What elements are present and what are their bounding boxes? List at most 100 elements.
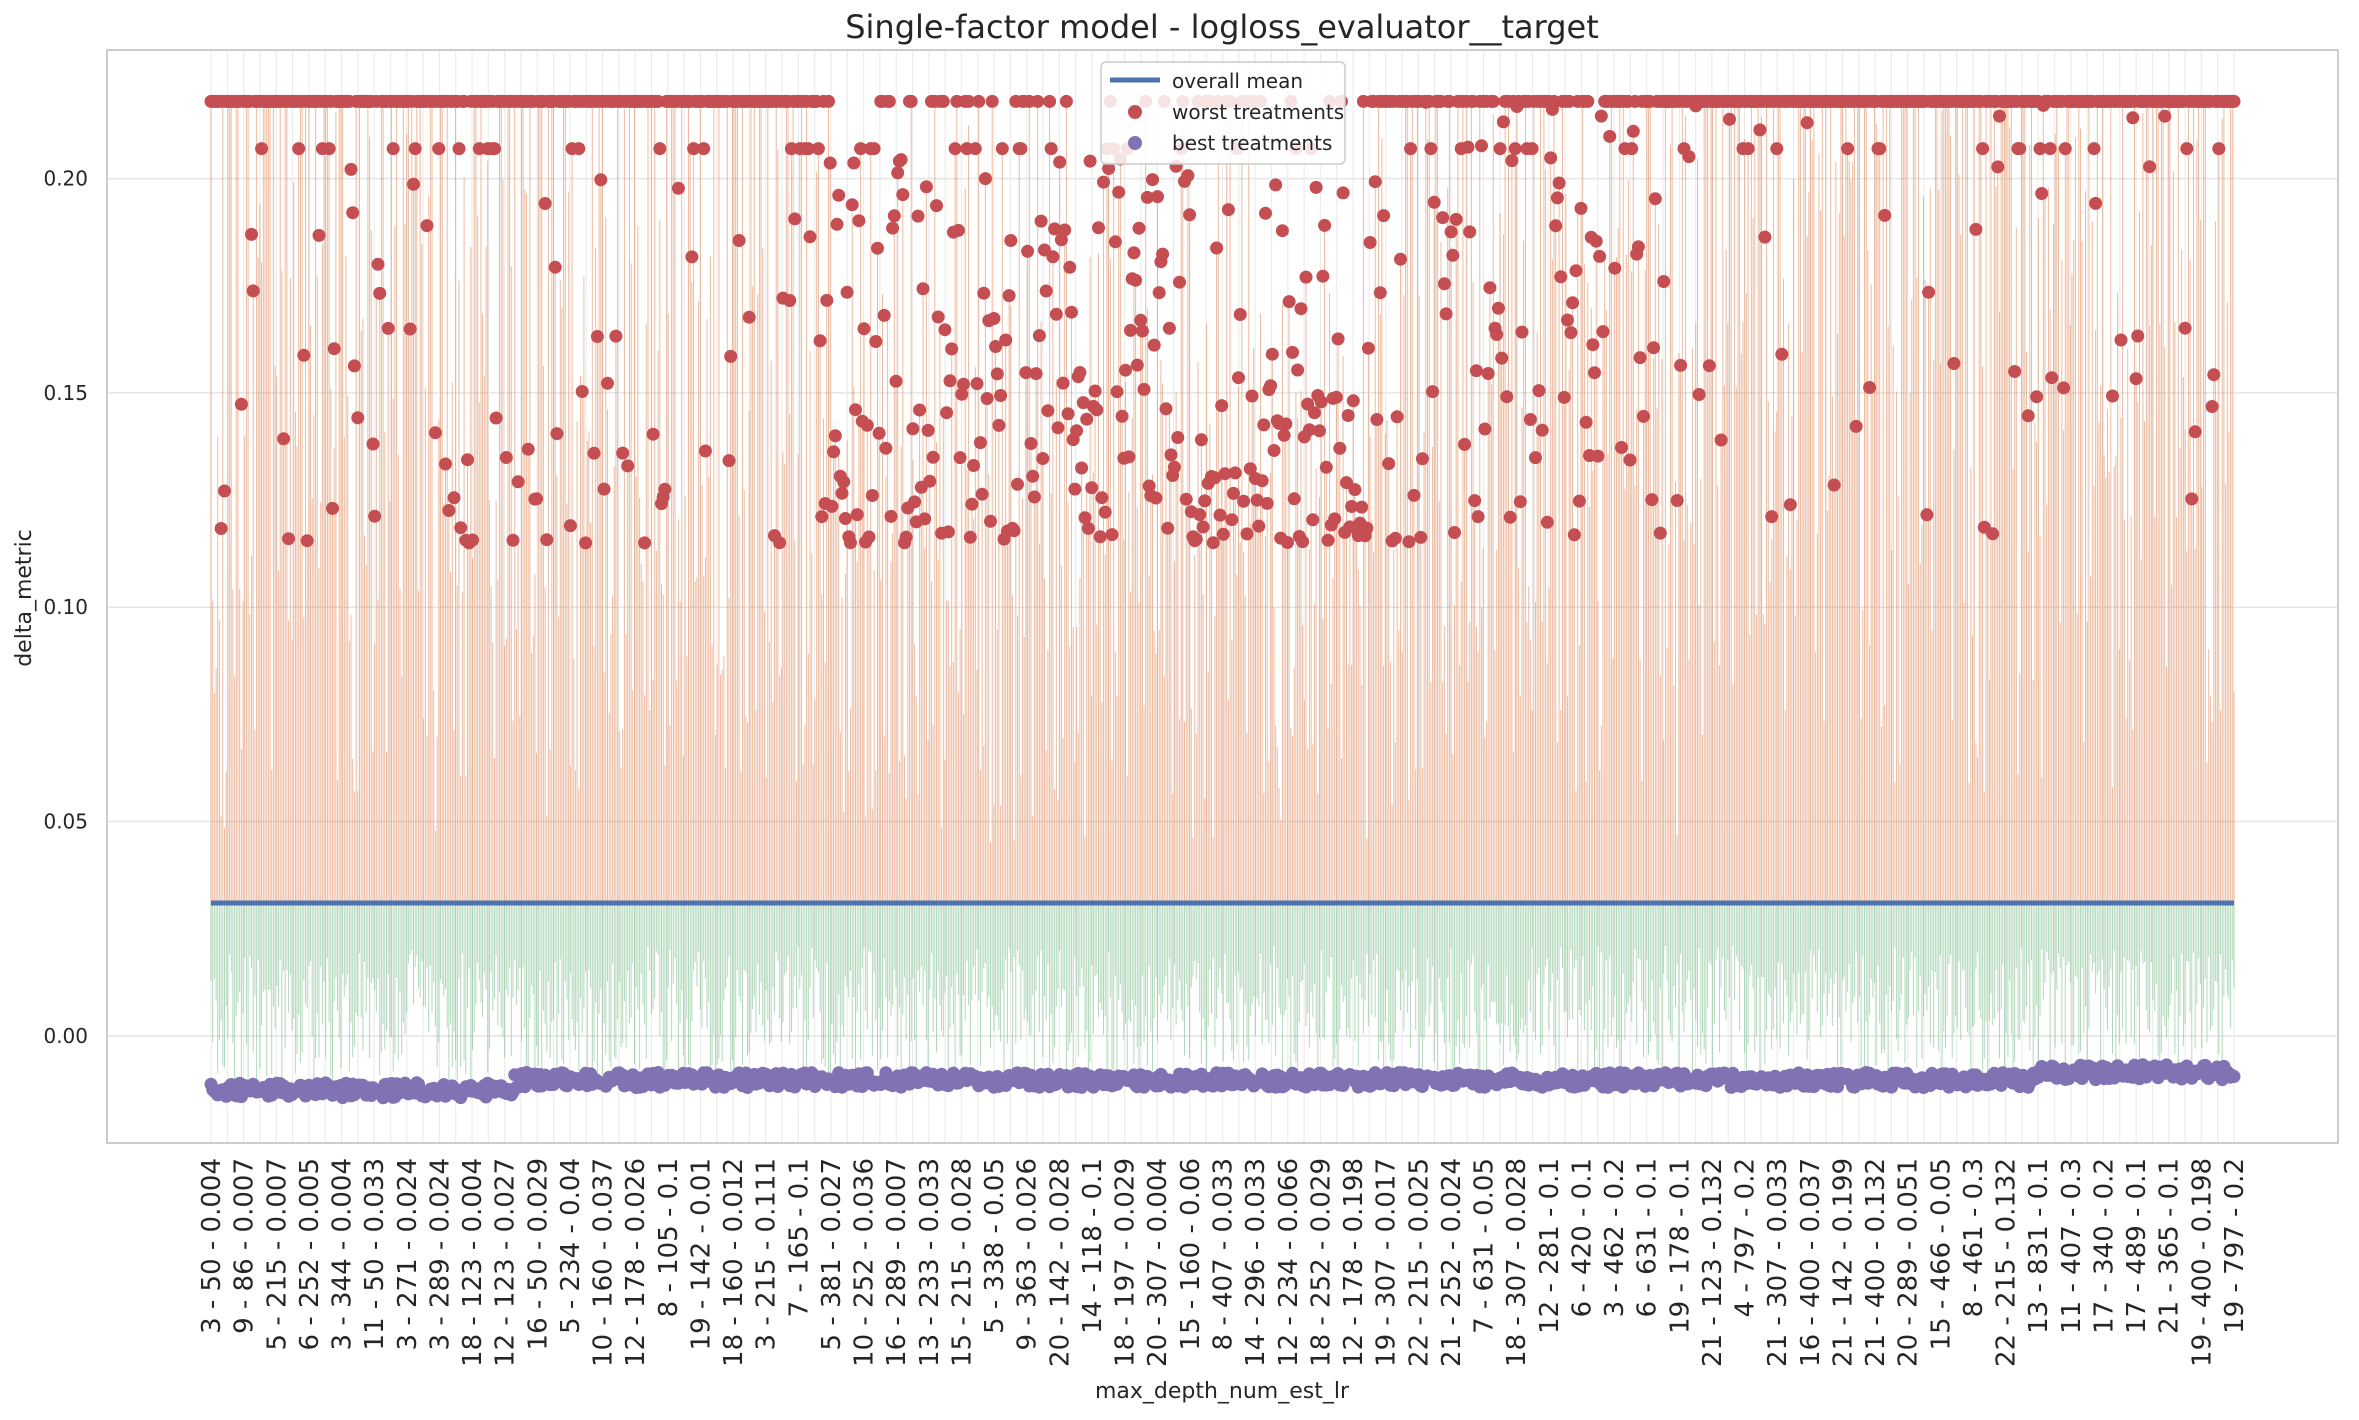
worst-treatment-point — [2126, 111, 2140, 125]
worst-treatment-point — [908, 495, 922, 509]
x-tick-label: 19 - 307 - 0.017 — [1372, 1158, 1402, 1367]
worst-treatment-point — [788, 212, 802, 226]
legend-best-swatch — [1128, 136, 1142, 150]
worst-treatment-point — [1134, 313, 1148, 327]
worst-treatment-point — [886, 221, 900, 235]
worst-treatment-point — [1863, 381, 1877, 394]
y-axis-ticks: 0.00 0.05 0.10 0.15 0.20 — [43, 167, 88, 1048]
worst-treatment-point — [1004, 234, 1018, 247]
treatment-points — [204, 94, 2241, 1105]
worst-treatment-point — [992, 418, 1006, 432]
worst-treatment-point — [1328, 512, 1342, 526]
worst-treatment-point — [1525, 142, 1539, 156]
x-tick-label: 22 - 215 - 0.025 — [1404, 1158, 1434, 1367]
worst-treatment-point — [1615, 441, 1628, 454]
worst-treatment-point — [995, 142, 1009, 156]
x-axis-label: max_depth_num_est_lr — [1095, 1379, 1350, 1404]
worst-treatment-point — [811, 142, 825, 156]
worst-treatment-point — [1849, 419, 1863, 433]
worst-treatment-point — [1549, 219, 1563, 233]
worst-treatment-point — [327, 342, 341, 356]
worst-treatment-point — [1586, 338, 1600, 352]
worst-treatment-point — [1348, 483, 1362, 497]
x-tick-label: 22 - 215 - 0.132 — [1992, 1158, 2022, 1367]
worst-treatment-point — [1377, 209, 1391, 223]
worst-treatment-point — [2045, 371, 2059, 385]
worst-treatment-point — [2212, 142, 2226, 156]
worst-treatment-point — [1216, 527, 1230, 541]
worst-treatment-point — [906, 422, 920, 436]
worst-treatment-point — [871, 241, 884, 255]
worst-treatment-point — [1173, 275, 1186, 289]
worst-treatment-point — [962, 94, 976, 108]
worst-treatment-point — [572, 142, 586, 156]
worst-treatment-point — [1065, 305, 1078, 319]
x-tick-label: 3 - 289 - 0.024 — [425, 1158, 455, 1350]
worst-treatment-point — [1228, 466, 1242, 480]
worst-treatment-point — [1368, 175, 1382, 189]
worst-treatment-point — [1475, 139, 1488, 153]
worst-treatment-point — [985, 94, 999, 108]
x-tick-label: 12 - 178 - 0.198 — [1339, 1158, 1369, 1367]
worst-treatment-point — [1227, 486, 1240, 500]
worst-treatment-point — [386, 142, 400, 156]
worst-treatment-point — [877, 308, 891, 322]
worst-treatment-point — [2008, 365, 2022, 378]
worst-treatment-point — [530, 492, 544, 506]
worst-treatment-point — [366, 437, 380, 451]
worst-treatment-point — [1500, 390, 1514, 404]
worst-treatment-point — [980, 392, 994, 405]
x-tick-label: 14 - 296 - 0.033 — [1241, 1158, 1271, 1367]
worst-treatment-point — [1469, 364, 1483, 378]
worst-treatment-point — [2180, 142, 2194, 156]
x-tick-label: 21 - 123 - 0.132 — [1698, 1158, 1728, 1367]
worst-treatment-point — [896, 188, 910, 202]
worst-treatment-point — [452, 142, 466, 156]
x-tick-label: 6 - 631 - 0.1 — [1633, 1158, 1663, 1317]
legend: overall mean worst treatments best treat… — [1100, 61, 1346, 165]
x-tick-label: 18 - 123 - 0.004 — [458, 1158, 488, 1367]
worst-treatment-point — [1092, 221, 1105, 235]
x-tick-label: 20 - 289 - 0.051 — [1894, 1158, 1924, 1367]
worst-treatment-point — [1355, 500, 1369, 514]
worst-treatment-point — [1039, 284, 1053, 298]
worst-treatment-point — [1390, 410, 1404, 424]
worst-treatment-point — [1753, 123, 1767, 137]
x-tick-label: 5 - 215 - 0.007 — [262, 1158, 292, 1350]
worst-treatment-point — [1552, 176, 1566, 190]
worst-treatment-point — [1468, 494, 1482, 508]
worst-treatment-point — [1110, 385, 1124, 399]
worst-treatment-point — [511, 475, 525, 489]
worst-treatment-point — [1483, 281, 1497, 295]
worst-treatment-point — [1232, 371, 1245, 385]
worst-treatment-point — [1461, 140, 1475, 154]
worst-treatment-point — [1496, 115, 1510, 129]
worst-treatment-point — [1486, 94, 1500, 108]
y-tick-label: 0.15 — [43, 381, 88, 405]
worst-treatment-point — [1179, 492, 1193, 506]
worst-treatment-point — [1333, 441, 1347, 455]
worst-treatment-point — [245, 227, 258, 241]
worst-treatment-point — [1267, 444, 1281, 457]
worst-treatment-point — [1503, 510, 1517, 524]
worst-treatment-point — [2185, 492, 2199, 506]
worst-treatment-point — [994, 389, 1008, 402]
x-tick-label: 15 - 215 - 0.028 — [947, 1158, 977, 1367]
worst-treatment-point — [1245, 389, 1259, 403]
worst-treatment-point — [783, 294, 797, 307]
x-tick-label: 3 - 50 - 0.004 — [197, 1158, 227, 1334]
worst-treatment-point — [1162, 321, 1176, 335]
worst-treatment-point — [1495, 351, 1509, 365]
x-tick-label: 18 - 252 - 0.029 — [1306, 1158, 1336, 1367]
worst-treatment-point — [1515, 325, 1529, 339]
worst-treatment-point — [1014, 142, 1028, 156]
worst-treatment-point — [849, 403, 862, 417]
worst-treatment-point — [724, 349, 738, 363]
worst-treatment-point — [1036, 452, 1050, 465]
worst-treatment-point — [347, 359, 361, 373]
x-tick-label: 20 - 142 - 0.028 — [1045, 1158, 1075, 1367]
worst-treatment-point — [1095, 491, 1109, 505]
x-tick-label: 16 - 50 - 0.029 — [523, 1158, 553, 1350]
worst-treatment-point — [1122, 450, 1136, 464]
